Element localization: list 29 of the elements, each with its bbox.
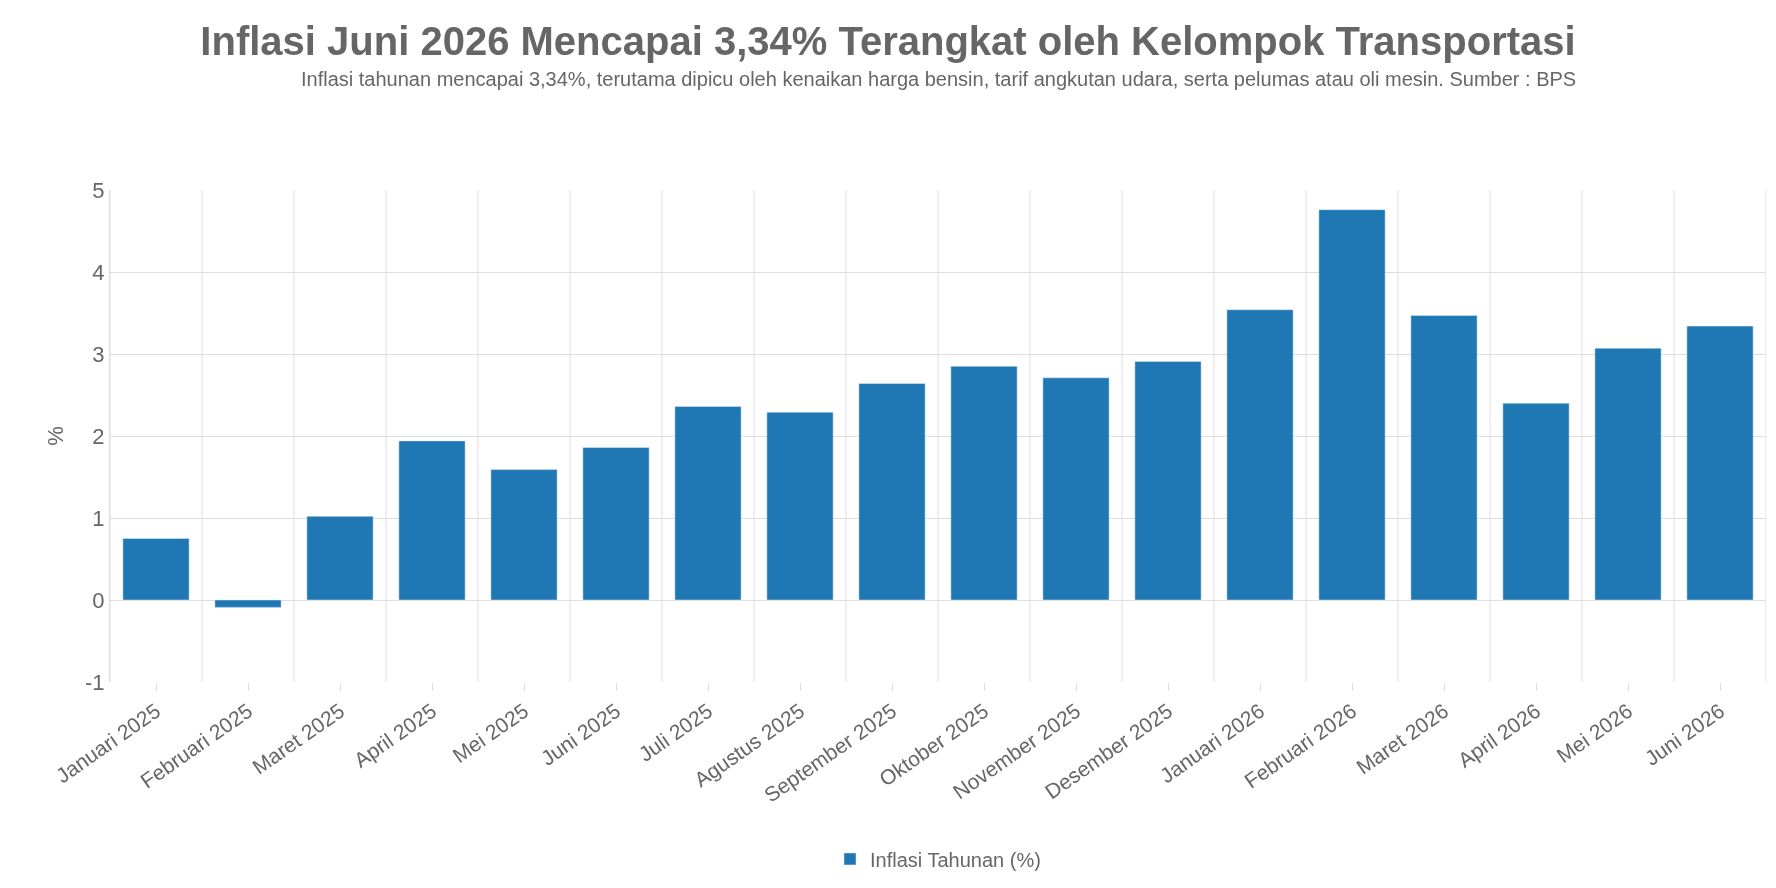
bar [1594,348,1662,601]
bar [1318,209,1386,601]
bar [306,516,374,601]
bar [1042,377,1110,601]
y-tick-label: -1 [85,669,105,695]
bar [950,366,1018,601]
bar [398,440,466,601]
bar [674,406,742,601]
bar [1226,309,1294,601]
bar [766,411,834,601]
y-tick-label: 5 [92,177,105,203]
bar [582,447,650,601]
y-tick-label: 0 [92,587,105,613]
y-axis-title: % [42,426,68,446]
bar [1410,315,1478,601]
bar [1134,361,1202,601]
bar [858,383,926,601]
bar [490,469,558,601]
chart-title: Inflasi Juni 2026 Mencapai 3,34% Terangkat oleh Kelompok Transportasi [200,18,1576,63]
bar [1686,325,1754,601]
y-tick-label: 1 [92,505,105,531]
bar [122,538,190,601]
legend-label: Inflasi Tahunan (%) [870,848,1041,871]
y-tick-label: 3 [92,341,105,367]
chart-subtitle: Inflasi tahunan mencapai 3,34%, terutama dipicu oleh kenaikan harga bensin, tarif angkutan udara, serta pelumas atau oli mesin. Sumber : BPS [301,68,1577,90]
bar [1502,402,1570,601]
y-tick-label: 2 [92,423,105,449]
y-tick-label: 4 [92,259,105,285]
bar [214,599,282,608]
